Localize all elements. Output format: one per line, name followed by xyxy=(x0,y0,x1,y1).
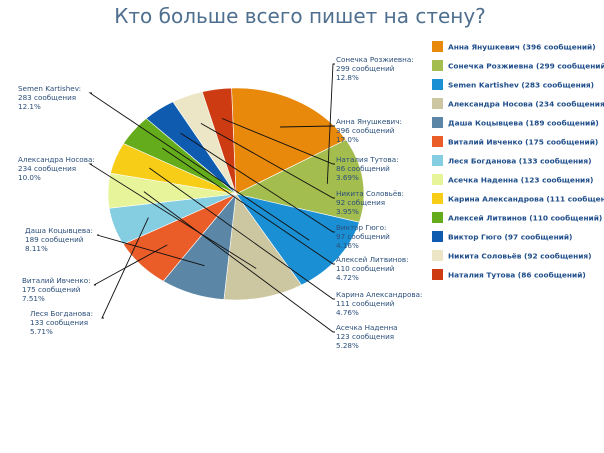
slice-label: Алексей Литвинов: 110 сообщений 4.72% xyxy=(336,255,409,282)
slice-label: Сонечка Розжиевна: 299 сообщений 12.8% xyxy=(336,55,414,82)
leader-line xyxy=(96,234,205,267)
slice-label: Наталия Тутова: 86 сообщений 3.69% xyxy=(336,155,399,182)
legend-entry: Алексей Литвинов (110 сообщений) xyxy=(448,214,602,223)
legend-swatch xyxy=(432,117,443,128)
legend-swatch xyxy=(432,231,443,242)
legend-entry: Даша Коцывцева (189 сообщений) xyxy=(448,119,599,128)
leader-line xyxy=(93,244,168,286)
leader-line xyxy=(149,167,335,300)
slice-label: Асечка Наденна 123 сообщения 5.28% xyxy=(336,323,398,350)
chart-title: Кто больше всего пишет на стену? xyxy=(114,4,486,28)
legend-swatch xyxy=(432,136,443,147)
legend-swatch xyxy=(432,155,443,166)
legend-entry: Леся Богданова (133 сообщения) xyxy=(448,157,591,166)
pie-slice xyxy=(231,87,347,195)
legend-swatch xyxy=(432,212,443,223)
leader-line xyxy=(180,132,335,233)
legend-entry: Никита Соловьёв (92 сообщения) xyxy=(448,252,592,261)
legend: Анна Янушкевич (396 сообщений) Сонечка Ро… xyxy=(432,41,604,280)
leader-line xyxy=(143,191,335,333)
leader-line xyxy=(326,63,335,184)
legend-entry: Александра Носова (234 сообщения) xyxy=(448,100,604,109)
slice-label: Анна Янушкевич: 396 сообщений 17.0% xyxy=(336,117,402,144)
legend-entry: Виктор Гюго (97 сообщений) xyxy=(448,233,572,242)
leader-line xyxy=(200,123,335,199)
legend-entry: Сонечка Розжиевна (299 сообщений) xyxy=(448,62,604,71)
pie-slice xyxy=(201,87,237,195)
slice-label: Даша Коцывцева: 189 сообщений 8.11% xyxy=(25,226,93,253)
legend-entry: Semen Kartishev (283 сообщения) xyxy=(448,81,594,90)
legend-swatch xyxy=(432,174,443,185)
slice-label: Никита Соловьёв: 92 собщения 3.95% xyxy=(336,189,404,216)
pie-slice xyxy=(235,139,365,223)
leader-lines xyxy=(88,63,335,333)
leader-line xyxy=(162,147,335,265)
leader-line xyxy=(101,217,149,319)
pie-slice xyxy=(223,193,302,301)
legend-swatch xyxy=(432,250,443,261)
legend-entry: Карина Александрова (111 сообщений) xyxy=(448,195,604,204)
legend-entry: Наталия Тутова (86 сообщений) xyxy=(448,271,586,280)
legend-entry: Асечка Наденна (123 сообщения) xyxy=(448,176,593,185)
slice-label: Леся Богданова: 133 сообщения 5.71% xyxy=(30,309,93,336)
slice-labels: Анна Янушкевич: 396 сообщений 17.0% Сонечка… xyxy=(18,55,422,350)
leader-line xyxy=(88,92,310,241)
legend-swatch xyxy=(432,41,443,52)
legend-entry: Виталий Ивченко (175 сообщений) xyxy=(448,138,598,147)
legend-swatch xyxy=(432,193,443,204)
leader-line xyxy=(280,125,335,128)
legend-swatch xyxy=(432,269,443,280)
legend-swatch xyxy=(432,98,443,109)
legend-swatch xyxy=(432,60,443,71)
leader-line xyxy=(221,118,335,165)
legend-swatch xyxy=(432,79,443,90)
slice-label: Карина Александрова: 111 сообщений 4.76% xyxy=(336,290,422,317)
slice-label: Semen Kartishev: 283 сообщения 12.1% xyxy=(18,84,81,111)
slice-label: Александра Носова: 234 сообщения 10.0% xyxy=(18,155,95,182)
legend-entry: Анна Янушкевич (396 сообщений) xyxy=(448,43,596,52)
slice-label: Виталий Ивченко: 175 сообщений 7.51% xyxy=(22,276,91,303)
slice-label: Виктор Гюго: 97 сообщений 4.16% xyxy=(336,223,390,250)
